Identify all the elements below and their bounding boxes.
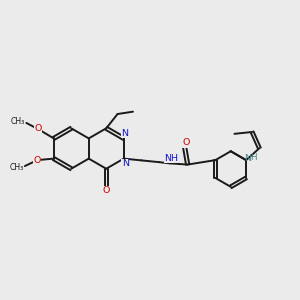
Text: CH₃: CH₃ (9, 163, 23, 172)
Text: H: H (250, 153, 256, 162)
Text: O: O (182, 138, 190, 147)
Text: O: O (103, 186, 110, 195)
Text: N: N (121, 129, 128, 138)
Text: O: O (34, 124, 42, 134)
Text: N: N (244, 154, 251, 163)
Text: NH: NH (164, 154, 178, 163)
Text: O: O (33, 156, 40, 165)
Text: CH₃: CH₃ (11, 117, 25, 126)
Text: N: N (122, 159, 129, 168)
